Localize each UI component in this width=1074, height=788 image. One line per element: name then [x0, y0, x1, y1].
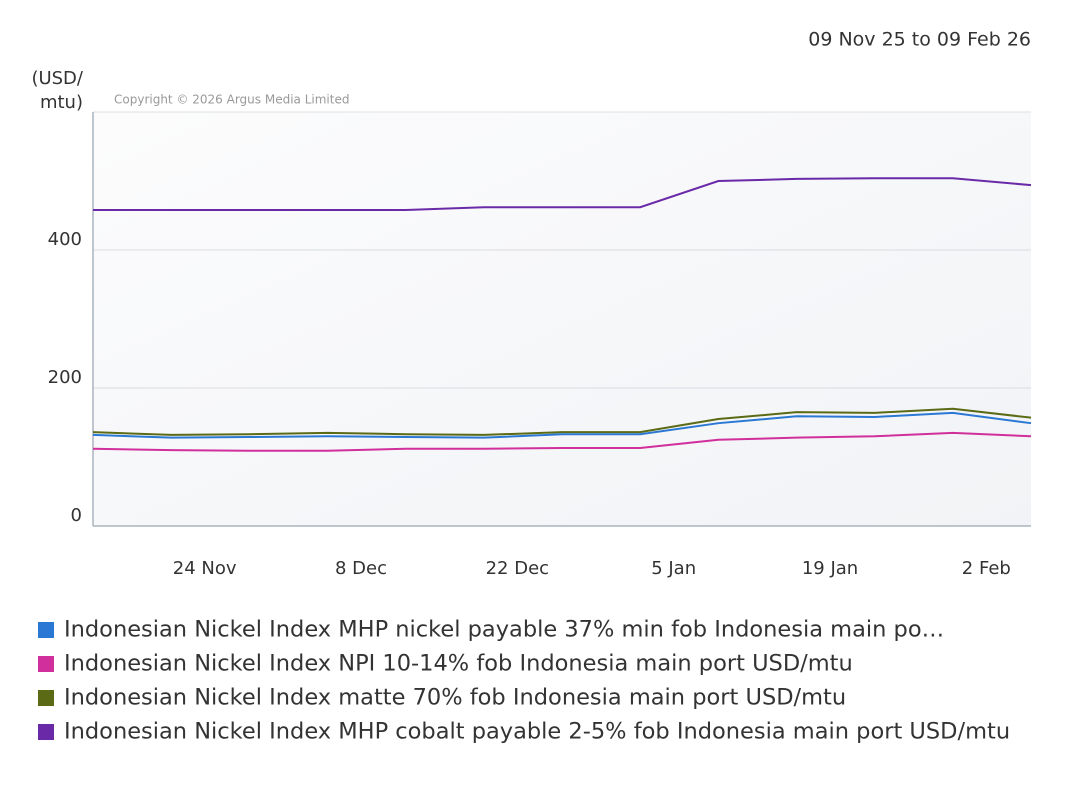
legend-swatch	[38, 690, 54, 706]
series-line	[92, 411, 1032, 439]
legend-swatch	[38, 724, 54, 740]
x-tick-label: 24 Nov	[173, 558, 237, 579]
legend-swatch	[38, 656, 54, 672]
legend-label: Indonesian Nickel Index NPI 10-14% fob I…	[64, 651, 853, 677]
legend-label: Indonesian Nickel Index MHP cobalt payab…	[64, 719, 1010, 745]
date-range: 09 Nov 25 to 09 Feb 26	[808, 29, 1031, 51]
y-tick-label: 200	[48, 367, 82, 388]
legend-swatch	[38, 622, 54, 638]
x-tick-label: 2 Feb	[962, 558, 1011, 579]
series-line	[92, 407, 1032, 436]
x-tick-label: 19 Jan	[802, 558, 858, 579]
x-tick-label: 5 Jan	[651, 558, 696, 579]
y-tick-label: 400	[48, 229, 82, 250]
legend-label: Indonesian Nickel Index matte 70% fob In…	[64, 685, 846, 711]
legend-label: Indonesian Nickel Index MHP nickel payab…	[64, 617, 944, 643]
series-line	[93, 177, 1032, 211]
x-tick-label: 22 Dec	[486, 558, 549, 579]
plot-area	[93, 112, 1031, 526]
series-line	[92, 431, 1032, 452]
copyright: Copyright © 2026 Argus Media Limited	[114, 93, 349, 107]
y-tick-label: 0	[71, 505, 82, 526]
x-tick-label: 8 Dec	[335, 558, 387, 579]
y-axis-label: mtu)	[40, 92, 83, 113]
y-axis-label: (USD/	[31, 68, 83, 89]
